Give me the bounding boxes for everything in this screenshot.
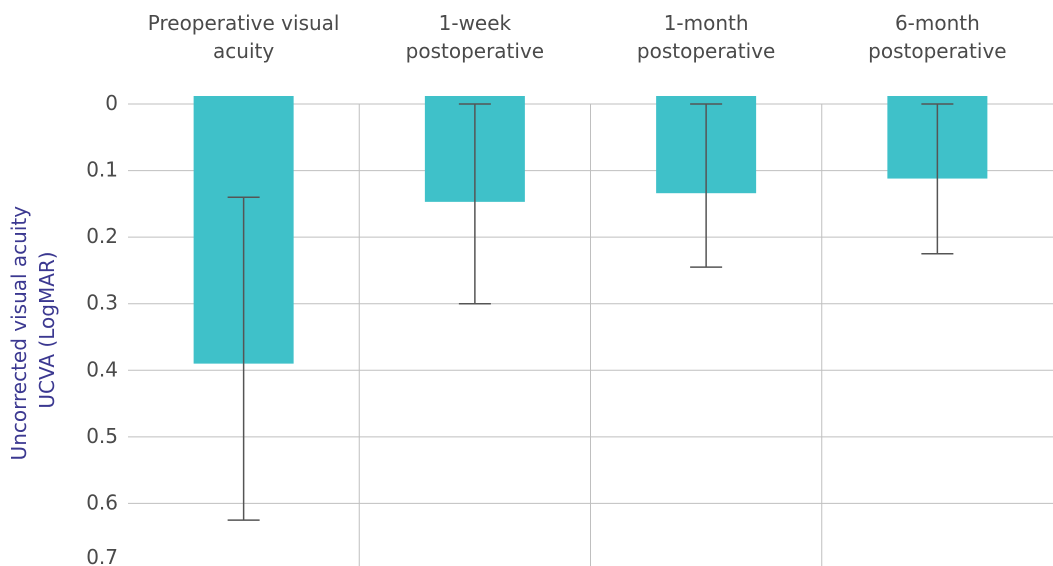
- y-tick-label: 0.2: [86, 224, 118, 248]
- y-axis-label: Uncorrected visual acuity UCVA (LogMAR): [7, 200, 59, 461]
- y-tick-label: 0.1: [86, 158, 118, 182]
- category-label: Preoperative visual acuity: [148, 11, 340, 63]
- y-tick-label: 0.6: [86, 490, 118, 514]
- category-label: 1-week postoperative: [406, 11, 544, 63]
- y-axis-label-line-1: Uncorrected visual acuity: [7, 206, 31, 461]
- category-label: 1-month postoperative: [637, 11, 775, 63]
- y-tick-label: 0.7: [86, 545, 118, 566]
- y-tick-label: 0.3: [86, 291, 118, 315]
- y-tick-label: 0: [105, 91, 118, 115]
- category-label: 6-month postoperative: [868, 11, 1006, 63]
- y-axis-label-line-2: UCVA (LogMAR): [35, 251, 59, 408]
- y-tick-labels: 0 0.1 0.2 0.3 0.4 0.5 0.6 0.7: [86, 91, 118, 566]
- y-tick-label: 0.5: [86, 424, 118, 448]
- category-labels: Preoperative visual acuity 1-week postopera…: [148, 11, 1007, 63]
- error-bars: [227, 103, 954, 521]
- y-tick-label: 0.4: [86, 357, 118, 381]
